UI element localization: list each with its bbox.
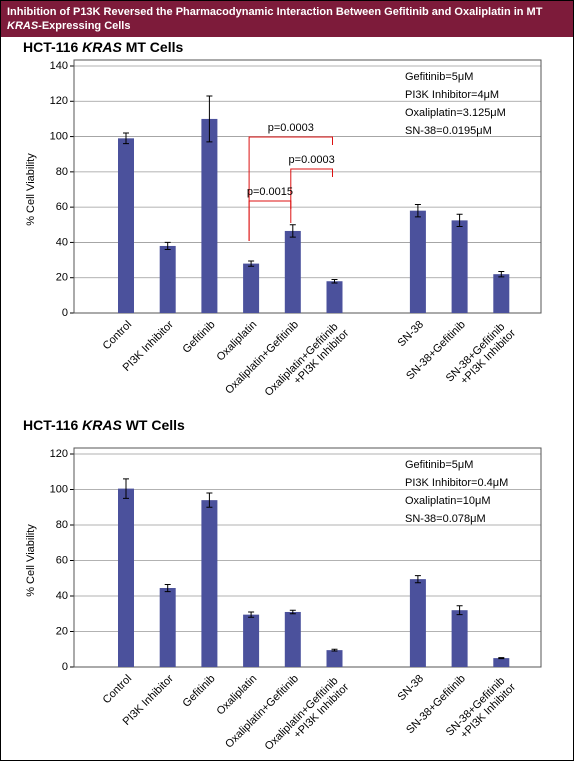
x-tick-label: Gefitinib [181, 319, 218, 356]
x-tick-label: Oxaliplatin+Gefitinib [223, 673, 301, 751]
error-bar [164, 241, 171, 250]
note: Oxaliplatin=10μM [405, 495, 491, 507]
y-tick-label: 0 [62, 661, 68, 673]
error-bar [331, 278, 338, 284]
significance-bracket [248, 200, 292, 241]
plot-frame [73, 447, 542, 668]
significance-bracket [248, 136, 333, 241]
y-tick-label: 100 [50, 483, 68, 495]
bar [118, 138, 134, 313]
y-tick-label: 0 [62, 307, 68, 319]
p-value: p=0.0003 [268, 122, 314, 134]
y-tick-label: 140 [50, 60, 68, 72]
y-tick-label: 120 [50, 95, 68, 107]
error-bar [498, 657, 505, 660]
panel-title-part: WT Cells [122, 417, 185, 433]
error-bar [164, 583, 171, 593]
x-tick-label: Control [101, 319, 135, 353]
error-bar [289, 224, 296, 238]
error-bar [456, 213, 463, 228]
x-tick-label: SN-38 [396, 319, 427, 350]
error-bar [414, 575, 421, 584]
bar [243, 614, 260, 667]
note: SN-38=0.0195μM [405, 125, 492, 137]
bar [243, 263, 260, 313]
y-tick-label: 40 [56, 590, 68, 602]
error-bar [456, 605, 463, 616]
y-tick-label: 80 [56, 166, 68, 178]
significance-bracket [290, 168, 333, 223]
panel-title-part: KRAS [82, 39, 122, 55]
error-bar [498, 271, 505, 278]
panel-title-part: KRAS [82, 417, 122, 433]
y-tick-label: 20 [56, 272, 68, 284]
y-tick-label: 100 [50, 130, 68, 142]
x-tick-label: Oxaliplatin+Gefitinib +PI3K Inhibitor [263, 672, 352, 760]
y-tick-label: 40 [56, 236, 68, 248]
y-tick-label: 60 [56, 201, 68, 213]
header: Inhibition of P13K Reversed the Pharmaco… [1, 1, 573, 37]
x-tick-label: SN-38 [396, 673, 427, 704]
p-value: p=0.0003 [289, 154, 335, 166]
header-title: KRAS [7, 20, 39, 32]
x-tick-label: Gefitinib [181, 673, 218, 710]
x-tick-label: Oxaliplatin+Gefitinib +PI3K Inhibitor [263, 318, 352, 407]
x-tick-label: Control [101, 673, 135, 707]
note: SN-38=0.078μM [405, 513, 486, 525]
y-axis-label: % Cell Viability [25, 153, 37, 226]
header-title: Inhibition of P13K Reversed the Pharmaco… [7, 6, 543, 18]
bar [493, 658, 510, 667]
error-bar [248, 260, 255, 267]
header-title: -Expressing Cells [38, 20, 131, 32]
x-tick-label-line: Oxaliplatin+Gefitinib [263, 319, 343, 399]
x-tick-label: Oxaliplatin+Gefitinib [223, 319, 301, 397]
error-bar [123, 478, 129, 499]
x-tick-label: Oxaliplatin [214, 319, 259, 364]
panel-title-part: HCT-116 [23, 39, 82, 55]
bar [201, 118, 218, 313]
error-bar [248, 611, 255, 618]
panel-title: HCT-116 KRAS WT Cells [23, 417, 185, 433]
bar [284, 230, 301, 313]
bar [201, 500, 218, 667]
y-tick-label: 60 [56, 554, 68, 566]
bar [451, 610, 468, 667]
bar [326, 281, 343, 313]
p-value: p=0.0015 [247, 186, 293, 198]
error-bar [289, 609, 296, 615]
note: Gefitinib=5μM [405, 459, 473, 471]
panel-title-part: HCT-116 [23, 417, 82, 433]
bar [409, 579, 426, 667]
bar [159, 588, 176, 667]
panel-title-part: MT Cells [122, 39, 184, 55]
error-bar [206, 95, 213, 143]
error-bar [414, 203, 421, 218]
bar [326, 650, 343, 667]
y-tick-label: 20 [56, 625, 68, 637]
note: PI3K Inhibitor=4μM [405, 89, 499, 101]
bar [451, 220, 468, 313]
panel-title: HCT-116 KRAS MT Cells [23, 39, 183, 55]
bar [409, 210, 426, 313]
bar [118, 488, 134, 667]
y-tick-label: 80 [56, 519, 68, 531]
bar [159, 245, 176, 313]
y-axis-label: % Cell Viability [25, 524, 37, 597]
x-tick-label: Oxaliplatin [214, 673, 259, 718]
error-bar [206, 492, 213, 508]
error-bar [331, 648, 338, 652]
note: PI3K Inhibitor=0.4μM [405, 477, 508, 489]
bar [493, 274, 510, 313]
x-tick-label-line: Oxaliplatin+Gefitinib [263, 673, 343, 753]
note: Oxaliplatin=3.125μM [405, 107, 506, 119]
plot-frame [73, 59, 542, 314]
error-bar [123, 132, 129, 145]
note: Gefitinib=5μM [405, 71, 473, 83]
bar [284, 611, 301, 667]
y-tick-label: 120 [50, 448, 68, 460]
